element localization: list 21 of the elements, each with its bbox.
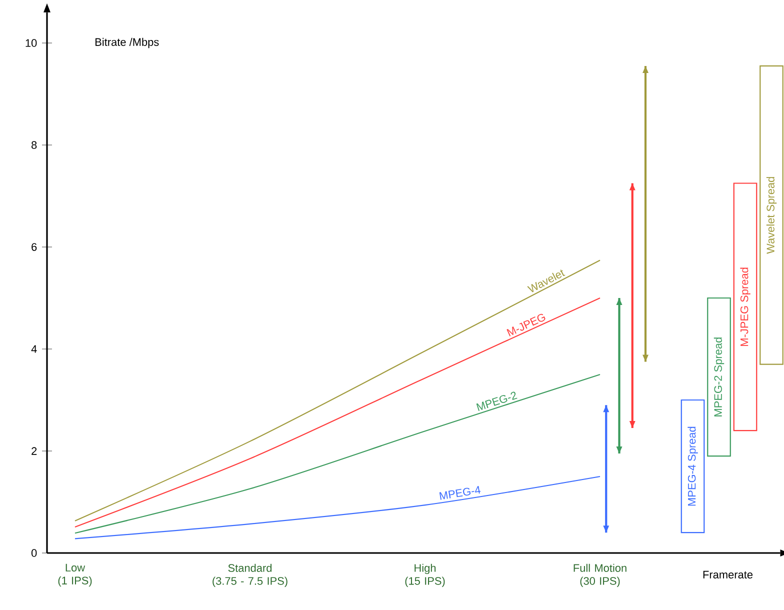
series-label: MPEG-2 Spread [714, 338, 724, 416]
line-series [74, 374, 601, 534]
x-tick-label: Full Motion (30 IPS) [574, 564, 626, 588]
x-tick-label: High (15 IPS) [405, 564, 445, 588]
series-label: MPEG-4 Spread [688, 426, 698, 506]
series-label: Wavelet Spread [766, 177, 777, 254]
line-series [74, 297, 601, 528]
line-series [74, 476, 601, 540]
y-tick-label: 2 [32, 447, 37, 455]
y-tick-label: 4 [31, 345, 37, 353]
series-label: M-JPEG Spread [740, 268, 750, 346]
x-axis-title: Framerate [703, 570, 753, 578]
y-tick-label: 8 [32, 141, 37, 149]
y-axis-title: Bitrate /Mbps [96, 38, 159, 48]
x-tick-label: Standard (3.75 - 7.5 IPS) [212, 564, 288, 588]
y-tick-label: 6 [32, 243, 37, 251]
y-tick-label: 10 [26, 39, 37, 47]
x-tick-label: Low (1 IPS) [58, 564, 92, 587]
y-tick-label: 0 [31, 549, 37, 557]
line-series [74, 260, 601, 522]
text: MPEG-4 [439, 486, 481, 500]
